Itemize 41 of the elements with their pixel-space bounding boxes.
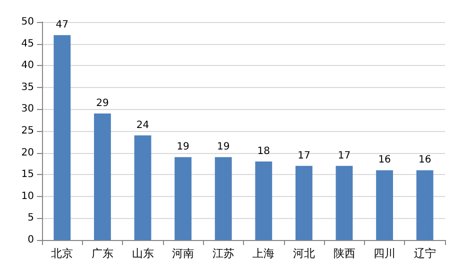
y-tick-label: 35: [21, 82, 34, 93]
bar: [94, 114, 111, 240]
bar: [416, 170, 434, 240]
bar: [295, 166, 312, 240]
bar: [134, 135, 152, 240]
x-tick-label: 河北: [292, 247, 315, 260]
x-tick-label: 四川: [374, 247, 396, 260]
x-tick-label: 辽宁: [414, 247, 436, 260]
bar: [54, 35, 71, 240]
bar: [214, 157, 232, 240]
data-label: 19: [176, 142, 190, 153]
y-tick-label: 10: [21, 190, 34, 202]
data-label: 17: [338, 150, 351, 162]
y-tick-label: 50: [21, 16, 34, 28]
y-tick-label: 0: [28, 234, 34, 246]
data-label: 17: [298, 150, 310, 162]
x-tick-label: 广东: [91, 247, 114, 260]
data-label: 29: [96, 98, 109, 110]
bar: [255, 162, 272, 240]
x-tick-label: 河南: [172, 247, 194, 260]
data-label: 18: [257, 146, 270, 158]
x-tick-label: 陕西: [333, 247, 356, 260]
x-tick-label: 上海: [252, 247, 275, 260]
y-tick-label: 25: [21, 126, 34, 136]
x-tick-label: 山东: [132, 247, 154, 260]
x-tick-label: 江苏: [212, 247, 234, 260]
y-tick-label: 30: [21, 104, 34, 115]
data-label: 16: [418, 154, 432, 166]
y-tick-label: 45: [21, 38, 34, 50]
y-tick-label: 20: [21, 147, 34, 158]
data-label: 19: [216, 142, 230, 153]
bar: [336, 166, 353, 240]
data-label: 24: [136, 120, 150, 131]
bar: [174, 157, 192, 240]
data-label: 47: [56, 20, 69, 31]
y-tick-label: 40: [21, 60, 34, 72]
bar: [376, 170, 394, 240]
y-tick-label: 15: [21, 169, 34, 180]
y-tick-label: 5: [28, 212, 34, 224]
x-tick-label: 北京: [51, 247, 74, 260]
data-label: 16: [378, 154, 391, 166]
